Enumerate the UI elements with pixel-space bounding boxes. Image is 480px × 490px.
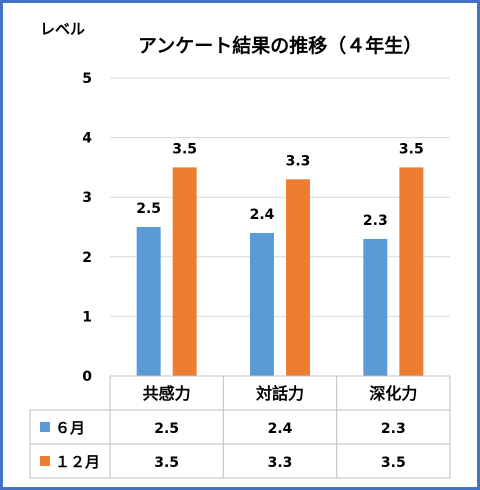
legend-label: ６月 [55, 419, 85, 437]
data-label: 3.5 [172, 141, 197, 157]
bar [363, 238, 388, 376]
y-tick-label: 2 [82, 250, 92, 266]
data-label: 2.5 [136, 201, 161, 217]
bar [172, 167, 197, 376]
x-tick-label: 共感力 [143, 384, 191, 403]
table-cell: 3.5 [154, 455, 179, 471]
legend-swatch [40, 422, 50, 432]
bars [136, 167, 424, 376]
bar [286, 179, 310, 376]
gridlines [110, 77, 450, 377]
y-tick-label: 1 [82, 309, 92, 325]
data-label: 3.5 [399, 141, 424, 157]
y-tick-label: 4 [82, 131, 92, 147]
y-tick-label: 5 [82, 71, 92, 87]
data-label: 3.3 [286, 153, 311, 169]
legend-label: １２月 [55, 453, 100, 471]
y-tick-label: 0 [82, 369, 92, 385]
y-axis-label: レベル [40, 20, 85, 38]
data-label: 2.4 [250, 207, 275, 223]
data-labels: 2.5 3.5 2.4 3.3 2.3 3.5 [136, 141, 423, 229]
table-cell: 2.5 [154, 421, 179, 437]
bar [136, 227, 161, 376]
table-cell: 2.4 [268, 421, 293, 437]
x-tick-label: 対話力 [255, 384, 304, 403]
data-label: 2.3 [363, 213, 388, 229]
x-tick-label: 深化力 [369, 384, 417, 403]
table-cell: 2.3 [381, 421, 406, 437]
bar [399, 167, 424, 376]
table-cell: 3.5 [381, 455, 406, 471]
data-table: 共感力 対話力 深化力 ６月 2.5 2.4 2.3 １２月 3.5 3.3 3.5 [29, 375, 451, 479]
table-cell: 3.3 [268, 455, 293, 471]
y-tick-labels: 0 1 2 3 4 5 [82, 71, 92, 385]
y-tick-label: 3 [82, 190, 92, 206]
bar [250, 232, 274, 376]
chart-title: アンケート結果の推移（４年生） [138, 34, 422, 57]
legend-swatch [40, 456, 50, 466]
